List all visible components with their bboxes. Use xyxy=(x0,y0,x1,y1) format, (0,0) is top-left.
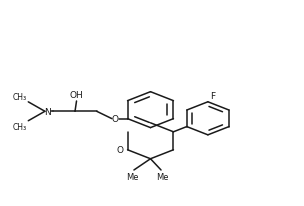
Text: O: O xyxy=(117,146,124,154)
Text: F: F xyxy=(210,92,216,101)
Text: OH: OH xyxy=(70,91,83,100)
Text: O: O xyxy=(112,115,119,124)
Text: Me: Me xyxy=(126,173,139,181)
Text: Me: Me xyxy=(156,173,169,181)
Text: CH₃: CH₃ xyxy=(13,92,27,101)
Text: CH₃: CH₃ xyxy=(13,122,27,131)
Text: N: N xyxy=(44,107,51,116)
